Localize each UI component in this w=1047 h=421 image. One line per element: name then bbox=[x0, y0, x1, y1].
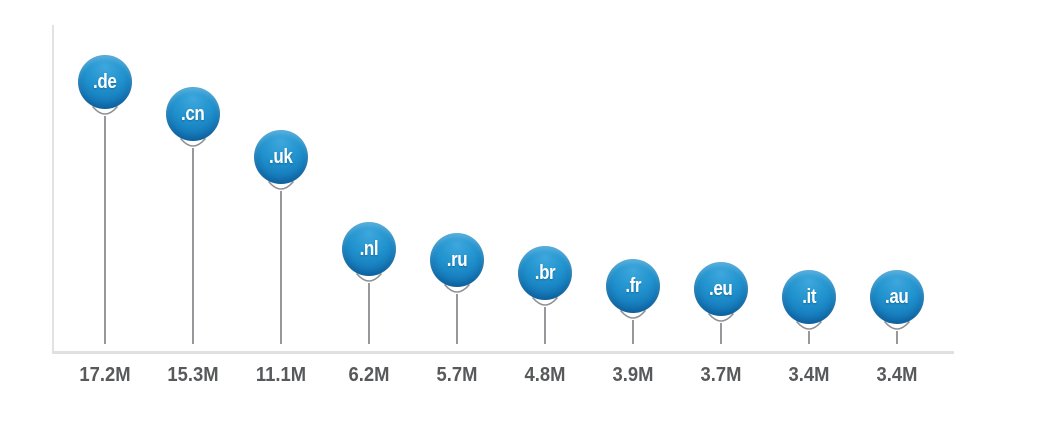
balloon-knot-icon bbox=[708, 313, 734, 322]
balloon-label: .eu bbox=[709, 277, 733, 300]
value-label: 3.4M bbox=[788, 364, 830, 386]
value-label: 11.1M bbox=[255, 364, 307, 386]
balloon-knot-icon bbox=[92, 106, 118, 115]
value-label: 3.9M bbox=[612, 364, 654, 386]
x-axis-baseline bbox=[52, 351, 954, 354]
y-axis-line bbox=[52, 25, 54, 353]
balloon-knot-icon bbox=[532, 297, 558, 306]
balloon-bubble: .au bbox=[870, 270, 924, 324]
balloon-bubble: .fr bbox=[606, 259, 660, 313]
balloon-bubble: .ru bbox=[430, 233, 484, 287]
balloon-bubble: .de bbox=[78, 55, 132, 109]
balloon-label: .uk bbox=[269, 145, 293, 168]
balloon-bubble: .eu bbox=[694, 262, 748, 316]
balloon-label: .au bbox=[885, 285, 909, 308]
balloon-knot-icon bbox=[884, 321, 910, 330]
balloon-knot-icon bbox=[268, 181, 294, 190]
balloon-label: .it bbox=[802, 285, 816, 308]
balloon-knot-icon bbox=[356, 273, 382, 282]
balloon-bubble: .cn bbox=[166, 87, 220, 141]
value-label: 5.7M bbox=[436, 364, 478, 386]
balloon-label: .br bbox=[534, 261, 556, 284]
balloon-label: .cn bbox=[181, 102, 205, 125]
balloon-bubble: .it bbox=[782, 270, 836, 324]
value-label: 17.2M bbox=[79, 364, 131, 386]
stem-line bbox=[720, 323, 722, 344]
balloon-knot-icon bbox=[796, 321, 822, 330]
stem-line bbox=[192, 148, 194, 344]
balloon-knot-icon bbox=[180, 138, 206, 147]
stem-line bbox=[368, 283, 370, 344]
value-label: 3.7M bbox=[700, 364, 742, 386]
stem-line bbox=[896, 331, 898, 344]
balloon-bubble: .nl bbox=[342, 222, 396, 276]
stem-line bbox=[544, 307, 546, 344]
balloon-knot-icon bbox=[620, 310, 646, 319]
stem-line bbox=[632, 320, 634, 344]
stem-line bbox=[280, 191, 282, 344]
stem-line bbox=[456, 294, 458, 344]
value-label: 15.3M bbox=[167, 364, 219, 386]
balloon-knot-icon bbox=[444, 284, 470, 293]
balloon-label: .de bbox=[93, 70, 117, 93]
balloon-label: .nl bbox=[359, 237, 379, 260]
balloon-bubble: .uk bbox=[254, 130, 308, 184]
value-label: 6.2M bbox=[348, 364, 390, 386]
value-label: 4.8M bbox=[524, 364, 566, 386]
stem-line bbox=[808, 331, 810, 344]
balloon-label: .fr bbox=[625, 274, 641, 297]
stem-line bbox=[104, 116, 106, 344]
balloon-bubble: .br bbox=[518, 246, 572, 300]
balloon-label: .ru bbox=[446, 248, 468, 271]
value-label: 3.4M bbox=[876, 364, 918, 386]
